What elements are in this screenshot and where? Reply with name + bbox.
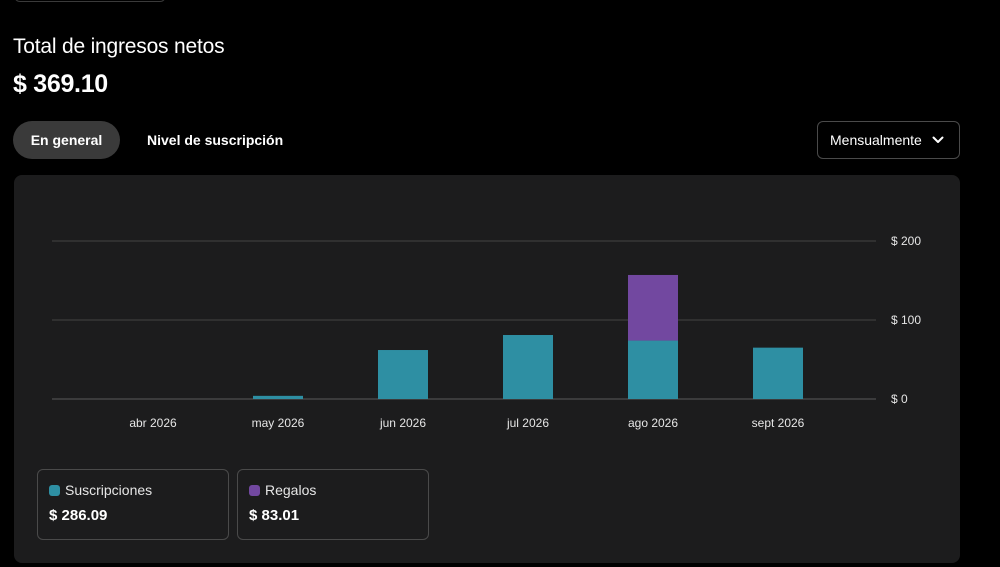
period-dropdown-value: Mensualmente [830, 132, 922, 148]
tab-nivel-suscripcion[interactable]: Nivel de suscripción [147, 132, 284, 148]
regalos-swatch [249, 484, 260, 496]
bar-suscripciones [753, 347, 803, 399]
x-tick-label: jul 2026 [506, 416, 549, 430]
legend-value-suscripciones: $ 286.09 [49, 507, 108, 524]
y-tick-label: $ 100 [891, 313, 921, 327]
suscripciones-swatch [49, 484, 60, 496]
bar-suscripciones [628, 340, 678, 399]
tab-en-general[interactable]: En general [13, 121, 120, 159]
bar-suscripciones [503, 335, 553, 399]
top-control-edge[interactable] [14, 0, 166, 2]
x-tick-label: sept 2026 [752, 416, 805, 430]
x-tick-label: ago 2026 [628, 416, 678, 430]
revenue-bar-chart: $ 0 $ 100 $ 200 abr 2026 may 2026 jun 2026 jul… [52, 234, 921, 430]
legend-card-regalos[interactable]: Regalos $ 83.01 [237, 469, 429, 540]
total-amount: $ 369.10 [13, 70, 108, 98]
y-tick-label: $ 0 [891, 392, 908, 406]
page-title: Total de ingresos netos [13, 35, 225, 58]
chevron-down-icon [931, 133, 945, 147]
revenue-chart-panel: $ 0 $ 100 $ 200 abr 2026 may 2026 jun 2026 jul… [14, 175, 960, 563]
x-tick-label: abr 2026 [129, 416, 177, 430]
legend-label-regalos: Regalos [265, 482, 317, 498]
legend-card-suscripciones[interactable]: Suscripciones $ 286.09 [37, 469, 229, 540]
legend-value-regalos: $ 83.01 [249, 507, 300, 524]
bar-regalos [628, 274, 678, 341]
period-dropdown[interactable]: Mensualmente [817, 121, 960, 159]
view-tabs: En general Nivel de suscripción [13, 121, 297, 159]
x-tick-label: may 2026 [252, 416, 305, 430]
y-tick-label: $ 200 [891, 234, 921, 248]
legend-label-suscripciones: Suscripciones [65, 482, 153, 498]
bar-suscripciones [378, 350, 428, 399]
bar-suscripciones [253, 395, 303, 399]
x-tick-label: jun 2026 [379, 416, 426, 430]
